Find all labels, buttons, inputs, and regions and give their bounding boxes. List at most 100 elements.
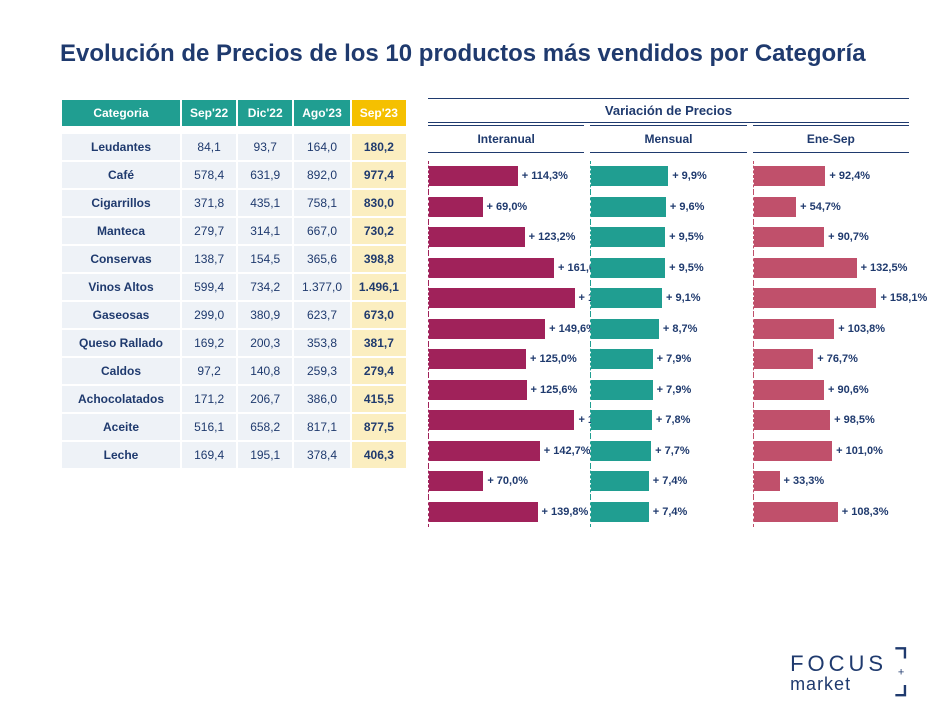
bar-row: + 90,6%	[753, 375, 909, 406]
bar-row: + 9,6%	[590, 192, 746, 223]
cell-category: Leche	[61, 441, 181, 469]
focus-market-logo: FOCUS market ⌝+⌟	[790, 652, 909, 693]
bar: + 98,5%	[754, 410, 831, 430]
bar-label: + 7,9%	[653, 353, 692, 365]
bar-label: + 9,9%	[668, 170, 707, 182]
cell-sep22: 97,2	[181, 357, 237, 385]
bar-row: + 161,0%	[428, 253, 584, 284]
bar: + 187,3%	[429, 410, 574, 430]
cell-sep23: 730,2	[351, 217, 407, 245]
variation-column-header: Interanual	[428, 125, 584, 153]
cell-category: Leudantes	[61, 133, 181, 161]
variation-columns: Interanual + 114,3% + 69,0% + 123,2% + 161,0…	[428, 125, 909, 527]
cell-dic22: 314,1	[237, 217, 293, 245]
bar-row: + 125,6%	[428, 375, 584, 406]
bar-row: + 108,3%	[753, 497, 909, 528]
bar: + 69,0%	[429, 197, 483, 217]
bar: + 7,9%	[591, 349, 652, 369]
table-header-row: Categoria Sep'22 Dic'22 Ago'23 Sep'23	[61, 99, 407, 127]
cell-sep22: 171,2	[181, 385, 237, 413]
bar-label: + 90,7%	[824, 231, 869, 243]
bar-row: + 149,6%	[428, 314, 584, 345]
bar: + 7,7%	[591, 441, 651, 461]
bar-row: + 114,3%	[428, 161, 584, 192]
table-row: Café578,4631,9892,0977,4	[61, 161, 407, 189]
variation-column: Mensual+ 9,9%+ 9,6%+ 9,5%+ 9,5%+ 9,1%+ 8…	[590, 125, 746, 527]
logo-bracket-icon: ⌝+⌟	[893, 652, 909, 693]
cell-sep23: 877,5	[351, 413, 407, 441]
bar-label: + 9,5%	[665, 262, 704, 274]
page-title: Evolución de Precios de los 10 productos…	[0, 0, 949, 98]
cell-category: Achocolatados	[61, 385, 181, 413]
cell-category: Gaseosas	[61, 301, 181, 329]
bar: + 142,7%	[429, 441, 540, 461]
bar-row: + 7,7%	[590, 436, 746, 467]
cell-sep23: 398,8	[351, 245, 407, 273]
cell-sep23: 1.496,1	[351, 273, 407, 301]
bar: + 101,0%	[754, 441, 832, 461]
bar: + 125,6%	[429, 380, 527, 400]
cell-sep22: 169,2	[181, 329, 237, 357]
cell-dic22: 380,9	[237, 301, 293, 329]
cell-sep23: 415,5	[351, 385, 407, 413]
logo-line1: FOCUS	[790, 653, 887, 675]
logo-line2: market	[790, 675, 887, 693]
bar-label: + 103,8%	[834, 323, 885, 335]
bar-label: + 149,6%	[545, 323, 596, 335]
bar-label: + 9,5%	[665, 231, 704, 243]
bar: + 8,7%	[591, 319, 659, 339]
bar: + 9,1%	[591, 288, 662, 308]
bar: + 149,6%	[429, 319, 545, 339]
bar-label: + 54,7%	[796, 201, 841, 213]
bar-row: + 7,9%	[590, 344, 746, 375]
cell-ago23: 164,0	[293, 133, 351, 161]
cell-dic22: 140,8	[237, 357, 293, 385]
cell-ago23: 259,3	[293, 357, 351, 385]
bar-row: + 76,7%	[753, 344, 909, 375]
cell-category: Conservas	[61, 245, 181, 273]
bar-label: + 114,3%	[518, 170, 568, 182]
cell-dic22: 154,5	[237, 245, 293, 273]
cell-sep22: 279,7	[181, 217, 237, 245]
bar-label: + 9,1%	[662, 292, 701, 304]
cell-dic22: 206,7	[237, 385, 293, 413]
header-ago23: Ago'23	[293, 99, 351, 127]
bar-label: + 132,5%	[857, 262, 908, 274]
cell-sep22: 169,4	[181, 441, 237, 469]
cell-category: Café	[61, 161, 181, 189]
bar: + 92,4%	[754, 166, 826, 186]
bar-label: + 7,9%	[653, 384, 692, 396]
bar-label: + 33,3%	[780, 475, 825, 487]
bar-row: + 69,0%	[428, 192, 584, 223]
bar-label: + 158,1%	[876, 292, 927, 304]
bar-label: + 125,0%	[526, 353, 577, 365]
cell-dic22: 631,9	[237, 161, 293, 189]
cell-sep22: 578,4	[181, 161, 237, 189]
bar: + 103,8%	[754, 319, 835, 339]
bar: + 158,1%	[754, 288, 877, 308]
bar: + 70,0%	[429, 471, 483, 491]
table-row: Queso Rallado169,2200,3353,8381,7	[61, 329, 407, 357]
table-row: Conservas138,7154,5365,6398,8	[61, 245, 407, 273]
bar: + 90,6%	[754, 380, 824, 400]
header-dic22: Dic'22	[237, 99, 293, 127]
header-categoria: Categoria	[61, 99, 181, 127]
cell-category: Manteca	[61, 217, 181, 245]
header-sep23: Sep'23	[351, 99, 407, 127]
cell-sep23: 180,2	[351, 133, 407, 161]
bar-label: + 76,7%	[813, 353, 858, 365]
bar-row: + 187,3%	[428, 405, 584, 436]
table-row: Caldos97,2140,8259,3279,4	[61, 357, 407, 385]
bar-label: + 123,2%	[525, 231, 576, 243]
table-row: Achocolatados171,2206,7386,0415,5	[61, 385, 407, 413]
bar-row: + 187,4%	[428, 283, 584, 314]
bar-row: + 54,7%	[753, 192, 909, 223]
cell-ago23: 386,0	[293, 385, 351, 413]
bar-row: + 8,7%	[590, 314, 746, 345]
bar-row: + 7,4%	[590, 497, 746, 528]
bar: + 114,3%	[429, 166, 518, 186]
bar-label: + 142,7%	[540, 445, 591, 457]
cell-ago23: 667,0	[293, 217, 351, 245]
cell-sep22: 138,7	[181, 245, 237, 273]
cell-sep22: 299,0	[181, 301, 237, 329]
